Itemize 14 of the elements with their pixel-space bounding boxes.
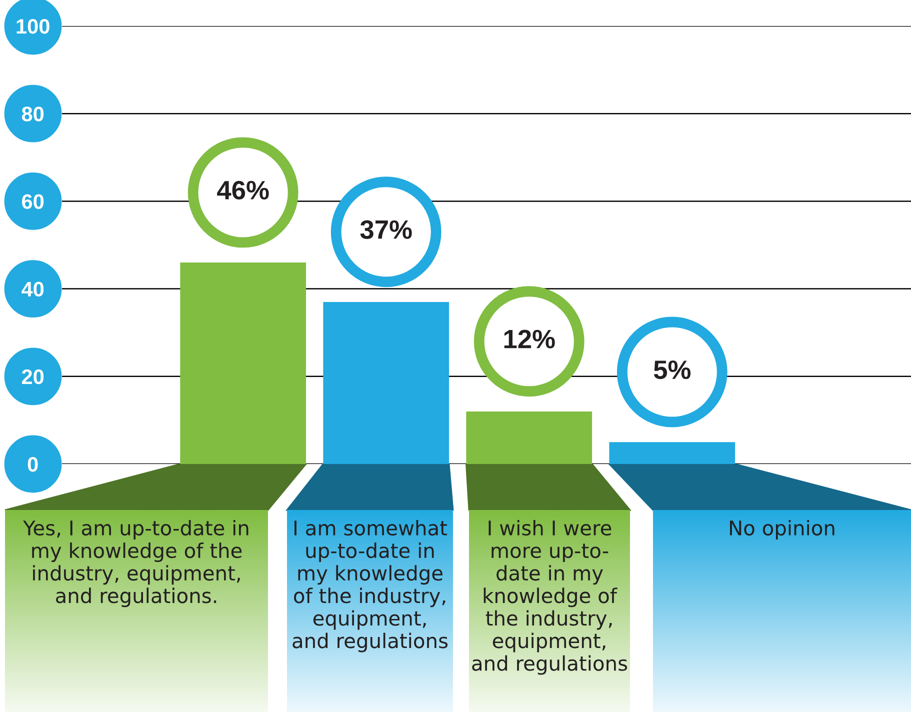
data-label: 46% [217,180,269,200]
y-tick-label: 20 [22,369,44,384]
data-label: 12% [504,330,555,348]
y-tick-label: 80 [22,106,44,122]
data-label: 37% [360,220,412,239]
x-tick-label: No opinion [730,520,834,540]
y-tick-label: 100 [16,19,50,34]
x-tick-label: I am somewhat up-to-date in my knowledge of the industry, equipment, and regulations [292,520,448,652]
x-tick-label: I wish I were more up-to- date in my knowledge of the industry, equipment, and regulations [472,520,628,675]
y-tick-label: 60 [22,194,44,209]
y-tick-label: 40 [22,282,44,297]
y-tick-label: 0 [28,457,38,472]
data-label: 5% [654,360,691,380]
x-tick-label: Yes, I am up-to-date in my knowledge of the industry, equipment, and regulations. [23,520,248,608]
